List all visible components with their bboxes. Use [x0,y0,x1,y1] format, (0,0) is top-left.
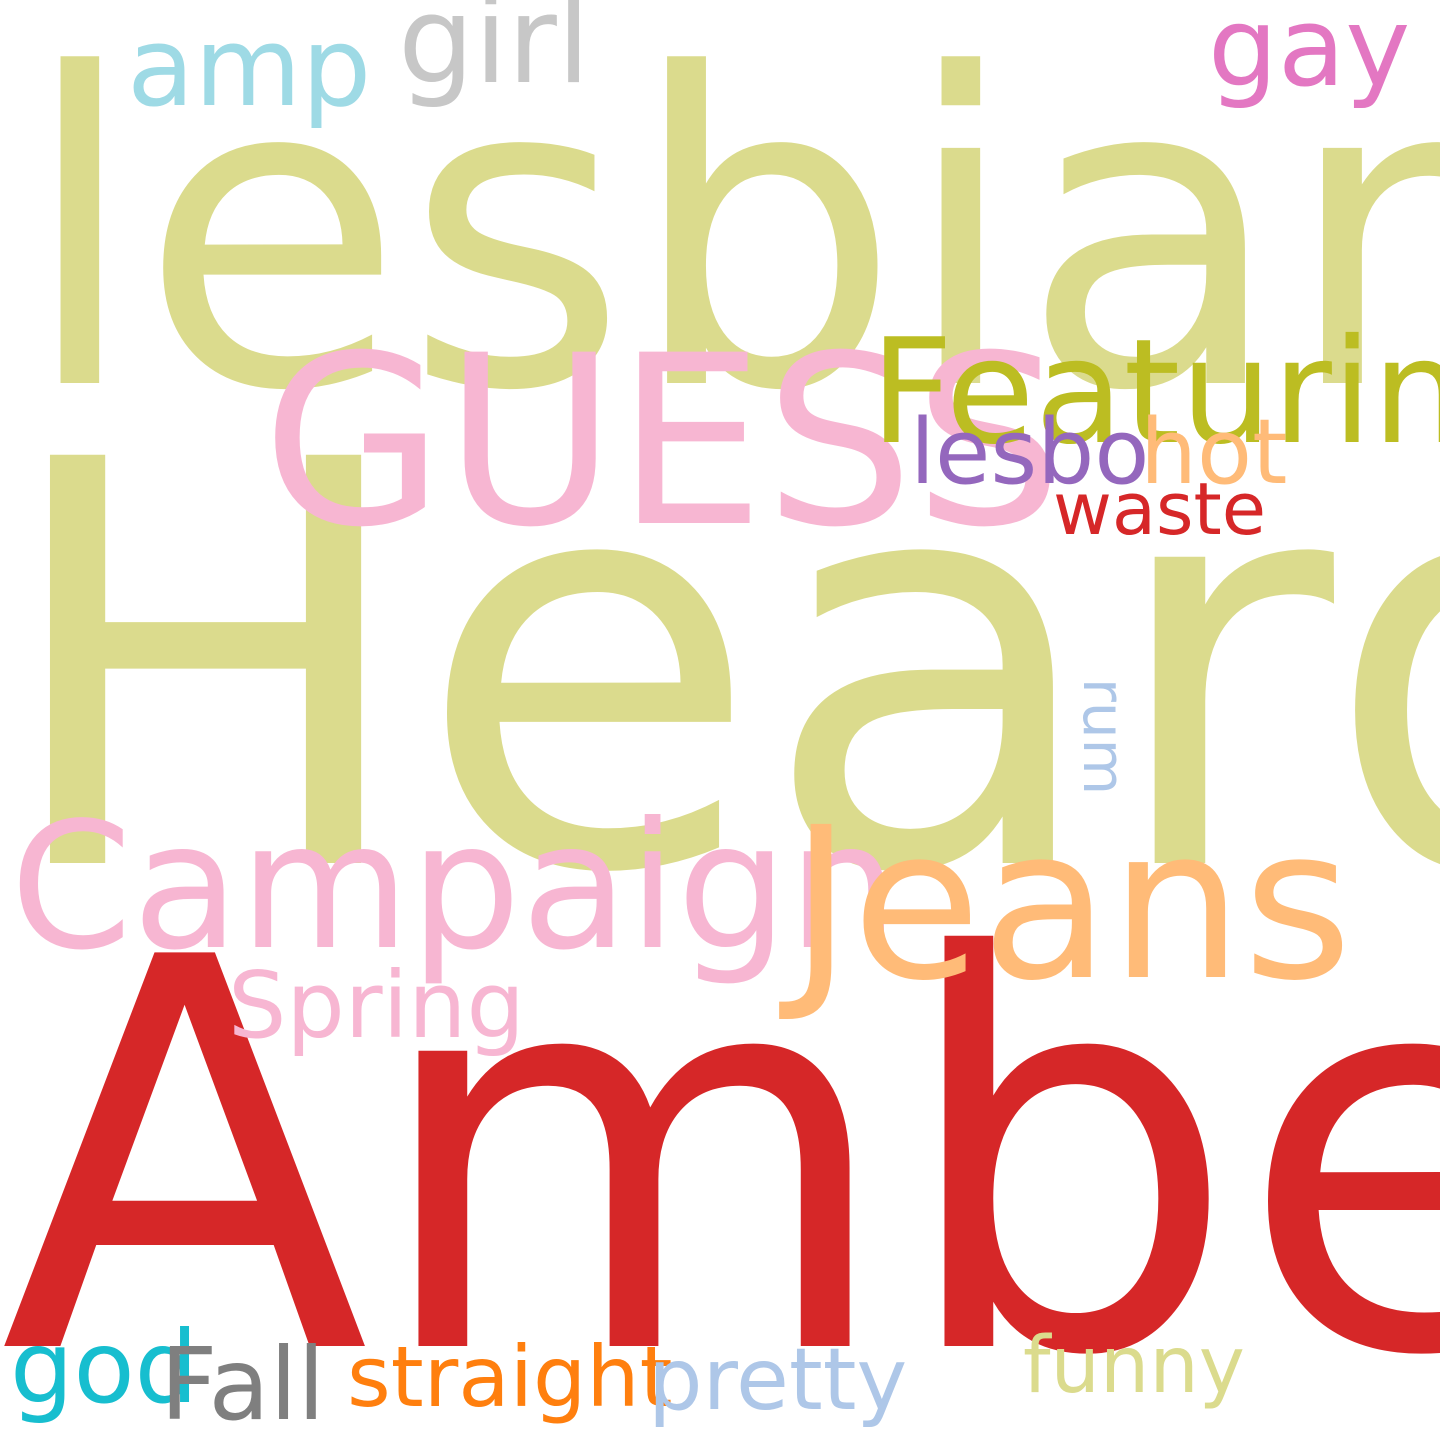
word-gay: gay [1208,0,1411,111]
word-pretty: pretty [648,1330,908,1430]
word-hot: hot [1140,400,1288,505]
word-amber: Amber [0,846,1440,1440]
word-rum: rum [1070,678,1138,796]
word-spring: Spring [228,952,525,1059]
word-god: god [10,1309,199,1426]
word-funny: funny [1023,1321,1245,1411]
word-straight: straight [347,1328,673,1426]
word-waste: waste [1053,467,1267,551]
word-lesbo: lesbo [910,400,1150,505]
word-amp: amp [127,3,372,131]
word-lesbian: lesbian [20,0,1440,485]
word-campaign: Campaign [10,786,899,989]
word-jeans: Jeans [790,782,1353,1027]
word-featuring: Featuring [870,308,1440,477]
word-guess: GUESS [262,306,1063,579]
word-fall: Fall [160,1326,326,1440]
word-girl: girl [398,0,591,111]
word-heard: Heard [0,344,1440,996]
